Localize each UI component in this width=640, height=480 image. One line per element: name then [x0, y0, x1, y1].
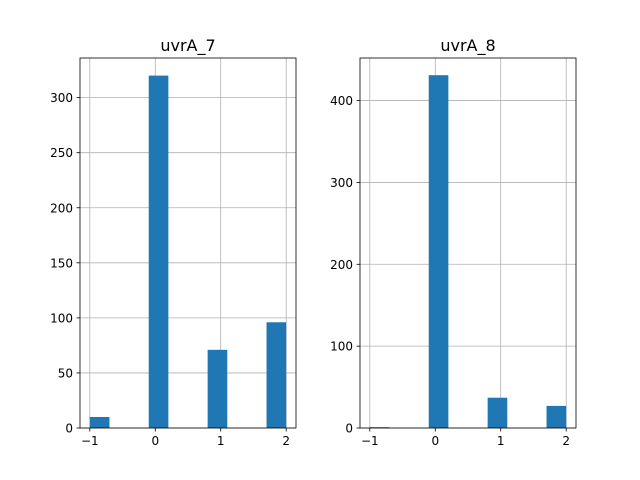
- bars: [369, 75, 567, 429]
- x-tick-label: −1: [361, 434, 379, 448]
- y-tick-label: 300: [50, 91, 73, 105]
- x-tick-label: 1: [497, 434, 505, 448]
- y-tick-label: 0: [345, 422, 353, 436]
- axes-spines: [79, 57, 297, 429]
- x-axis-ticks: −1 0 1 2: [81, 428, 290, 448]
- y-tick-label: 50: [58, 366, 73, 380]
- histogram-bar: [369, 427, 390, 428]
- y-tick-label: 200: [330, 258, 353, 272]
- x-tick-label: −1: [81, 434, 99, 448]
- histogram-bar: [266, 322, 287, 428]
- subplot-title: uvrA_7: [160, 36, 215, 56]
- y-tick-label: 150: [50, 256, 73, 270]
- y-tick-label: 250: [50, 146, 73, 160]
- x-tick-label: 2: [562, 434, 570, 448]
- axes-spines: [359, 57, 577, 429]
- histogram-bar: [89, 416, 110, 428]
- x-tick-label: 0: [431, 434, 439, 448]
- y-tick-label: 200: [50, 201, 73, 215]
- histogram-bar: [207, 349, 228, 428]
- subplot-uvrA_8: uvrA_8 −1 0 1 2 0 100 200 300 400: [330, 36, 577, 448]
- y-tick-label: 400: [330, 94, 353, 108]
- histogram-bar: [487, 397, 508, 428]
- subplot-title: uvrA_8: [440, 36, 495, 56]
- axes-frame: [79, 57, 297, 429]
- histogram-bar: [546, 405, 567, 428]
- y-tick-label: 100: [330, 340, 353, 354]
- histogram-bar: [428, 75, 449, 429]
- x-tick-label: 2: [282, 434, 290, 448]
- y-axis-ticks: 0 50 100 150 200 250 300: [50, 91, 80, 436]
- y-axis-ticks: 0 100 200 300 400: [330, 94, 360, 436]
- y-tick-label: 0: [65, 422, 73, 436]
- y-tick-label: 300: [330, 176, 353, 190]
- x-axis-ticks: −1 0 1 2: [361, 428, 570, 448]
- subplot-uvrA_7: uvrA_7 −1 0 1 2 0 50 100 150 200 250 300: [50, 36, 297, 448]
- histogram-bar: [148, 75, 169, 428]
- x-tick-label: 1: [217, 434, 225, 448]
- bars: [89, 75, 287, 428]
- x-tick-label: 0: [151, 434, 159, 448]
- axes-frame: [359, 57, 577, 429]
- y-tick-label: 100: [50, 311, 73, 325]
